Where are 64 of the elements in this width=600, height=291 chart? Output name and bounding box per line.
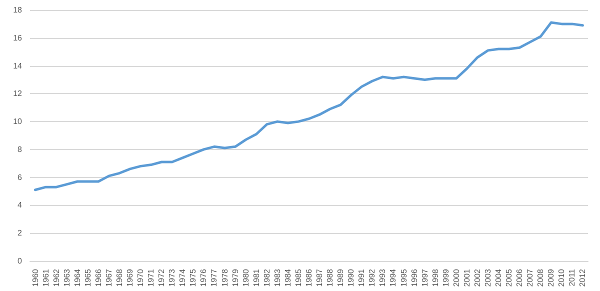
x-tick-label: 1991 <box>357 268 366 287</box>
x-tick-label: 1979 <box>230 268 240 287</box>
y-tick-label: 8 <box>18 144 23 154</box>
x-tick-label: 2008 <box>536 268 546 287</box>
x-tick-label: 2000 <box>452 268 461 287</box>
x-tick-label: 1964 <box>72 268 82 287</box>
x-tick-label: 1978 <box>220 268 230 287</box>
x-tick-label: 1973 <box>168 268 177 287</box>
x-tick-label: 1975 <box>188 268 198 287</box>
x-tick-label: 2011 <box>568 268 577 286</box>
x-tick-label: 1962 <box>52 268 61 287</box>
x-tick-label: 1980 <box>241 268 250 287</box>
y-tick-label: 18 <box>13 6 23 14</box>
x-tick-label: 1987 <box>315 268 324 287</box>
x-tick-label: 1993 <box>378 268 388 287</box>
x-tick-label: 1999 <box>441 268 450 287</box>
x-tick-label: 1986 <box>304 268 314 287</box>
x-tick-label: 2002 <box>472 268 482 287</box>
x-tick-label: 1963 <box>62 268 72 287</box>
x-tick-label: 1977 <box>210 268 219 287</box>
x-tick-label: 1992 <box>368 268 377 287</box>
x-tick-label: 1960 <box>30 268 40 287</box>
x-tick-label: 1989 <box>336 268 346 287</box>
x-tick-label: 1983 <box>272 268 282 287</box>
x-tick-label: 2004 <box>494 268 504 287</box>
x-tick-label: 1971 <box>146 268 156 287</box>
y-tick-label: 14 <box>13 61 23 70</box>
y-tick-label: 2 <box>18 228 23 238</box>
y-tick-label: 12 <box>13 89 23 98</box>
y-tick-label: 6 <box>18 172 23 182</box>
x-tick-label: 2010 <box>557 268 566 287</box>
x-tick-label: 1968 <box>114 268 124 287</box>
x-tick-label: 2009 <box>546 268 556 287</box>
y-tick-label: 4 <box>18 200 23 210</box>
line-series <box>34 21 584 192</box>
x-tick-label: 1984 <box>283 268 292 287</box>
x-tick-label: 1970 <box>136 268 146 287</box>
x-tick-label: 1974 <box>178 268 188 287</box>
x-tick-label: 1995 <box>399 268 408 287</box>
x-tick-label: 1969 <box>126 268 135 287</box>
x-tick-label: 1976 <box>199 268 208 287</box>
y-tick-label: 0 <box>18 256 23 266</box>
x-tick-label: 2012 <box>578 268 588 287</box>
y-tick-label: 10 <box>13 117 23 126</box>
x-tick-label: 1972 <box>157 268 166 287</box>
x-tick-label: 1990 <box>346 268 356 287</box>
x-tick-label: 2003 <box>483 268 492 287</box>
x-tick-label: 1981 <box>252 268 261 287</box>
y-tick-label: 16 <box>13 33 23 42</box>
x-tick-label: 1988 <box>326 268 335 287</box>
x-tick-label: 1965 <box>83 268 92 287</box>
x-tick-label: 1998 <box>430 268 440 287</box>
x-tick-label: 2001 <box>462 268 472 287</box>
x-tick-label: 1994 <box>388 268 398 287</box>
x-tick-label: 2007 <box>526 268 535 287</box>
x-tick-label: 1985 <box>294 268 303 287</box>
x-tick-label: 1982 <box>262 268 272 287</box>
x-tick-label: 2006 <box>515 268 524 287</box>
x-tick-label: 1967 <box>104 268 114 287</box>
x-tick-label: 1996 <box>410 268 419 287</box>
x-tick-label: 2005 <box>504 268 514 287</box>
x-tick-label: 1961 <box>41 268 50 287</box>
x-tick-label: 1997 <box>420 268 430 287</box>
x-tick-label: 1966 <box>94 268 103 287</box>
